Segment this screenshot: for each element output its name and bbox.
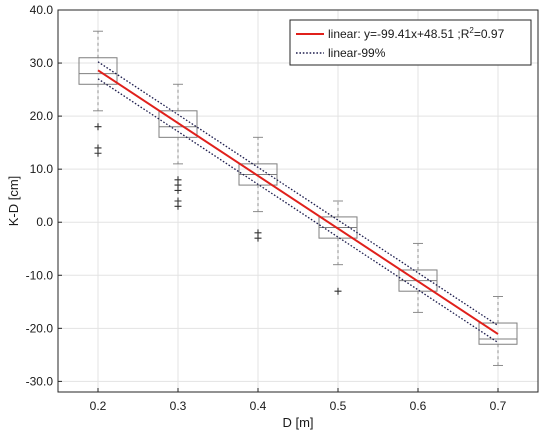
box-outlier: [94, 149, 102, 157]
legend-box: [289, 19, 532, 66]
box-outlier: [174, 202, 182, 210]
y-tick-label: -10.0: [26, 268, 54, 282]
y-tick-label: 10.0: [30, 162, 54, 176]
x-tick-label: 0.2: [90, 399, 107, 413]
box-outlier: [174, 186, 182, 194]
linear-fit-line: [97, 69, 499, 335]
y-tick-label: 20.0: [30, 109, 54, 123]
y-axis-label: K-D [cm]: [6, 176, 21, 227]
box-outlier: [334, 287, 342, 295]
y-tick-label: -30.0: [26, 374, 54, 388]
box-outlier: [254, 234, 262, 242]
x-tick-label: 0.6: [410, 399, 427, 413]
y-tick-label: -20.0: [26, 321, 54, 335]
x-tick-label: 0.5: [330, 399, 347, 413]
band-upper-line: [97, 61, 499, 327]
plot-frame: [57, 9, 539, 393]
box-iqr: [78, 57, 118, 85]
box-group: [238, 136, 278, 242]
box-group: [478, 296, 518, 366]
x-axis-label: D [m]: [282, 415, 313, 430]
legend-band-label: linear-99%: [328, 46, 386, 60]
y-tick-label: 40.0: [30, 3, 54, 17]
box-outlier: [94, 123, 102, 131]
x-tick-label: 0.7: [490, 399, 507, 413]
x-tick-label: 0.4: [250, 399, 267, 413]
legend: linear: y=-99.41x+48.51 ;R2=0.97 linear-…: [289, 19, 532, 66]
band-lower-line: [97, 78, 499, 344]
x-tick-label: 0.3: [170, 399, 187, 413]
box-group: [78, 30, 118, 157]
box-group: [158, 83, 198, 210]
grid: [58, 9, 538, 392]
y-tick-label: 30.0: [30, 56, 54, 70]
legend-linear-label: linear: y=-99.41x+48.51 ;R2=0.97: [328, 26, 505, 41]
box-iqr: [478, 322, 518, 345]
plot-area: [78, 30, 518, 366]
box-iqr: [158, 110, 198, 138]
y-tick-label: 0.0: [36, 215, 53, 229]
axes: 0.2 0.3 0.4 0.5 0.6 0.7 40.0 30.0 20.0 10.0 0.0 -10…: [26, 3, 507, 413]
